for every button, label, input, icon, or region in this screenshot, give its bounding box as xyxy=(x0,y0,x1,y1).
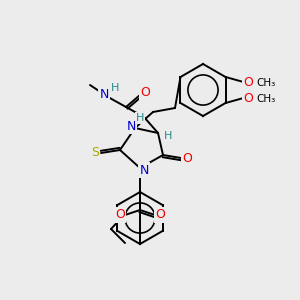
Text: CH₃: CH₃ xyxy=(256,78,276,88)
Text: H: H xyxy=(164,131,172,141)
Text: O: O xyxy=(155,208,165,221)
Text: H: H xyxy=(111,83,119,93)
Text: N: N xyxy=(139,164,149,176)
Text: CH₃: CH₃ xyxy=(256,94,276,104)
Text: O: O xyxy=(115,208,125,221)
Text: O: O xyxy=(244,76,254,88)
Text: N: N xyxy=(126,119,136,133)
Text: O: O xyxy=(244,92,254,104)
Text: S: S xyxy=(91,146,99,160)
Text: O: O xyxy=(182,152,192,164)
Text: O: O xyxy=(140,86,150,100)
Text: H: H xyxy=(136,113,144,123)
Text: N: N xyxy=(99,88,109,101)
